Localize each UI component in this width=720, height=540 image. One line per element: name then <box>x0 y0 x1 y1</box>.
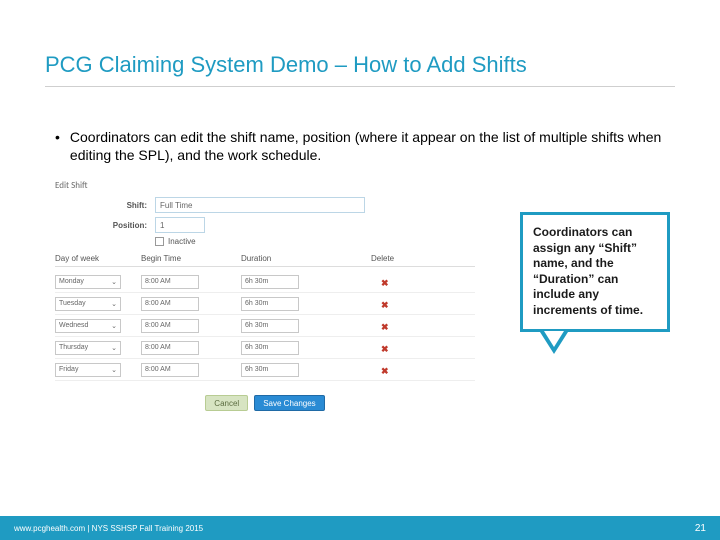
edit-shift-screenshot: Edit Shift Shift: Full Time Position: 1 … <box>55 180 475 411</box>
schedule-row: Wednesd⌄ 8:00 AM 6h 30m ✖ <box>55 315 475 337</box>
bullet-dot: • <box>55 128 60 146</box>
shift-input[interactable]: Full Time <box>155 197 365 213</box>
duration-select[interactable]: 6h 30m <box>241 297 299 311</box>
duration-select[interactable]: 6h 30m <box>241 319 299 333</box>
inactive-label: Inactive <box>168 237 196 246</box>
inactive-row: Inactive <box>155 237 475 246</box>
page-number: 21 <box>695 523 706 534</box>
screenshot-header: Edit Shift <box>55 180 475 191</box>
position-row: Position: 1 <box>55 217 475 233</box>
shift-label: Shift: <box>55 201 155 210</box>
position-input[interactable]: 1 <box>155 217 205 233</box>
delete-icon[interactable]: ✖ <box>381 300 389 310</box>
duration-select[interactable]: 6h 30m <box>241 363 299 377</box>
chevron-down-icon: ⌄ <box>111 300 117 308</box>
duration-select[interactable]: 6h 30m <box>241 275 299 289</box>
bullet-item: • Coordinators can edit the shift name, … <box>55 128 670 164</box>
title-underline <box>45 86 675 87</box>
footer-text: www.pcghealth.com | NYS SSHSP Fall Train… <box>14 524 203 533</box>
schedule-row: Monday⌄ 8:00 AM 6h 30m ✖ <box>55 271 475 293</box>
schedule-row: Thursday⌄ 8:00 AM 6h 30m ✖ <box>55 337 475 359</box>
button-row: Cancel Save Changes <box>55 395 475 411</box>
bullet-list: • Coordinators can edit the shift name, … <box>55 128 670 164</box>
schedule-row: Friday⌄ 8:00 AM 6h 30m ✖ <box>55 359 475 381</box>
duration-select[interactable]: 6h 30m <box>241 341 299 355</box>
delete-icon[interactable]: ✖ <box>381 278 389 288</box>
delete-icon[interactable]: ✖ <box>381 322 389 332</box>
delete-icon[interactable]: ✖ <box>381 344 389 354</box>
cancel-button[interactable]: Cancel <box>205 395 248 411</box>
chevron-down-icon: ⌄ <box>111 366 117 374</box>
col-delete-header: Delete <box>371 254 421 263</box>
chevron-down-icon: ⌄ <box>111 322 117 330</box>
col-begin-header: Begin Time <box>141 254 241 263</box>
col-duration-header: Duration <box>241 254 371 263</box>
begin-time-select[interactable]: 8:00 AM <box>141 297 199 311</box>
col-day-header: Day of week <box>55 254 141 263</box>
schedule-header-row: Day of week Begin Time Duration Delete <box>55 254 475 267</box>
slide-title: PCG Claiming System Demo – How to Add Sh… <box>45 52 527 78</box>
begin-time-select[interactable]: 8:00 AM <box>141 341 199 355</box>
schedule-row: Tuesday⌄ 8:00 AM 6h 30m ✖ <box>55 293 475 315</box>
shift-row: Shift: Full Time <box>55 197 475 213</box>
chevron-down-icon: ⌄ <box>111 278 117 286</box>
begin-time-select[interactable]: 8:00 AM <box>141 275 199 289</box>
begin-time-select[interactable]: 8:00 AM <box>141 319 199 333</box>
position-label: Position: <box>55 221 155 230</box>
day-select[interactable]: Monday⌄ <box>55 275 121 289</box>
callout-box: Coordinators can assign any “Shift” name… <box>520 212 670 332</box>
callout: Coordinators can assign any “Shift” name… <box>520 212 670 354</box>
day-select[interactable]: Thursday⌄ <box>55 341 121 355</box>
begin-time-select[interactable]: 8:00 AM <box>141 363 199 377</box>
save-button[interactable]: Save Changes <box>254 395 324 411</box>
bullet-text: Coordinators can edit the shift name, po… <box>70 128 670 164</box>
inactive-checkbox[interactable] <box>155 237 164 246</box>
footer-bar: www.pcghealth.com | NYS SSHSP Fall Train… <box>0 516 720 540</box>
chevron-down-icon: ⌄ <box>111 344 117 352</box>
day-select[interactable]: Wednesd⌄ <box>55 319 121 333</box>
callout-tail <box>540 332 568 354</box>
day-select[interactable]: Tuesday⌄ <box>55 297 121 311</box>
day-select[interactable]: Friday⌄ <box>55 363 121 377</box>
delete-icon[interactable]: ✖ <box>381 366 389 376</box>
